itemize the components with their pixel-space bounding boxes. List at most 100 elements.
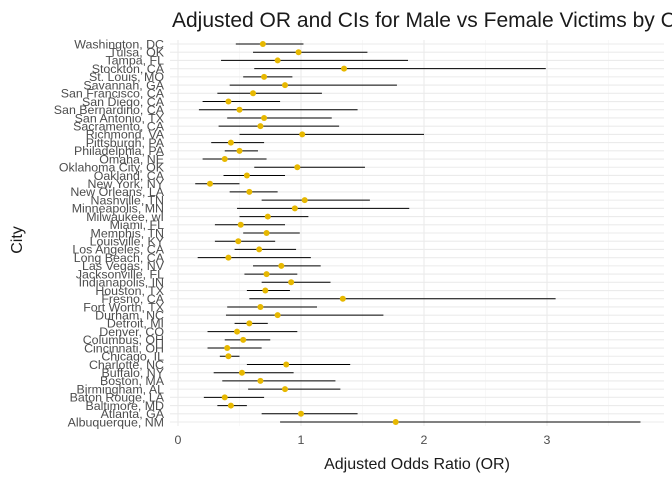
data-point — [278, 262, 285, 269]
x-tick-label: 3 — [544, 433, 551, 447]
data-point — [288, 279, 295, 286]
y-tick-label: Fort Worth, TX — [83, 300, 164, 314]
data-point — [301, 197, 308, 204]
y-tick-label: Nashville, TN — [91, 193, 164, 207]
data-point — [257, 303, 264, 310]
y-tick-label: Baltimore, MD — [86, 399, 165, 413]
y-tick-label: New York, NY — [88, 177, 164, 191]
data-point — [243, 172, 250, 179]
data-point — [291, 205, 298, 212]
y-tick-label: Miami, FL — [110, 218, 164, 232]
data-point — [264, 213, 271, 220]
y-tick-label: San Bernardino, CA — [54, 103, 165, 117]
data-point — [235, 238, 242, 245]
y-tick-label: Denver, CO — [99, 325, 164, 339]
data-point — [283, 361, 290, 368]
y-tick-label: Memphis, TN — [91, 226, 164, 240]
data-point — [225, 98, 232, 105]
y-tick-label: Buffalo, NY — [102, 366, 164, 380]
x-tick-label: 0 — [175, 433, 182, 447]
y-tick-label: Tulsa, OK — [109, 46, 164, 60]
y-tick-label: Omaha, NE — [99, 152, 164, 166]
y-tick-label: New Orleans, LA — [70, 185, 164, 199]
data-point — [392, 419, 399, 425]
y-tick-label: Oakland, CA — [94, 169, 165, 183]
data-point — [225, 353, 232, 360]
data-point — [225, 254, 232, 261]
data-point — [261, 73, 268, 80]
y-tick-label: Minneapolis, MN — [72, 202, 164, 216]
data-point — [257, 123, 264, 130]
data-point — [282, 386, 289, 393]
data-point — [339, 295, 346, 302]
y-tick-label: Columbus, OH — [83, 333, 164, 347]
data-point — [261, 114, 268, 121]
data-point — [236, 147, 243, 154]
x-axis-title: Adjusted Odds Ratio (OR) — [324, 456, 510, 473]
y-tick-label: Milwaukee, wI — [86, 210, 164, 224]
y-tick-label: Fresno, CA — [101, 292, 164, 306]
data-point — [299, 131, 306, 138]
y-tick-label: Long Beach, CA — [74, 251, 165, 265]
x-axis-tick-labels: 0 1 2 3 — [175, 433, 551, 447]
data-point — [238, 369, 245, 376]
y-tick-label: St. Louis, MO — [89, 70, 164, 84]
data-point — [227, 402, 234, 409]
data-point — [224, 345, 231, 352]
y-tick-label: Boston, MA — [100, 374, 165, 388]
data-point — [246, 320, 253, 327]
data-point — [246, 188, 253, 195]
y-tick-label: Houston, TX — [95, 284, 164, 298]
data-point — [206, 180, 213, 187]
y-tick-label: Las Vegas, NV — [82, 259, 165, 273]
y-tick-label: Los Angeles, CA — [72, 243, 164, 257]
data-point — [341, 65, 348, 72]
data-point — [263, 271, 270, 278]
data-point — [263, 230, 270, 236]
data-point — [221, 394, 228, 401]
data-points — [206, 41, 399, 425]
data-point — [257, 377, 264, 384]
data-point — [274, 57, 281, 64]
y-axis-title: City — [9, 226, 26, 254]
data-point — [221, 156, 228, 163]
data-point — [262, 287, 269, 294]
data-point — [240, 336, 247, 343]
y-tick-label: Atlanta, GA — [101, 407, 165, 421]
y-tick-label: Charlotte, NC — [89, 358, 164, 372]
data-point — [282, 82, 289, 89]
y-tick-label: Cincinnati, OH — [84, 341, 164, 355]
data-point — [274, 312, 281, 319]
y-tick-label: Chicago, IL — [101, 350, 164, 364]
y-tick-label: Stockton, CA — [92, 62, 165, 76]
y-tick-label: Savannah, GA — [83, 78, 164, 92]
y-tick-label: Indianapolis, IN — [79, 276, 164, 290]
data-point — [250, 90, 257, 97]
gridlines — [170, 40, 664, 426]
y-tick-label: Louisville, KY — [90, 235, 164, 249]
y-tick-label: Albuquerque, NM — [68, 415, 164, 429]
y-tick-label: Durham, NC — [95, 308, 164, 322]
error-bars — [195, 43, 641, 423]
y-tick-label: Detroit, MI — [107, 317, 164, 331]
y-tick-label: Jacksonville, FL — [76, 267, 164, 281]
data-point — [295, 49, 302, 56]
y-tick-label: Pittsburgh, PA — [86, 136, 165, 150]
chart-title: Adjusted OR and CIs for Male vs Female V… — [172, 9, 672, 32]
data-point — [227, 139, 234, 146]
data-point — [234, 328, 241, 335]
y-tick-label: San Diego, CA — [82, 95, 165, 109]
y-tick-label: Oklahoma City, OK — [59, 161, 165, 175]
data-point — [236, 106, 243, 113]
data-point — [294, 164, 301, 171]
data-point — [259, 41, 266, 47]
data-point — [298, 410, 304, 417]
data-point — [256, 246, 263, 253]
data-point — [237, 221, 244, 228]
x-tick-label: 2 — [421, 433, 428, 447]
x-tick-label: 1 — [298, 433, 305, 447]
y-tick-label: San Antonio, TX — [75, 111, 164, 125]
